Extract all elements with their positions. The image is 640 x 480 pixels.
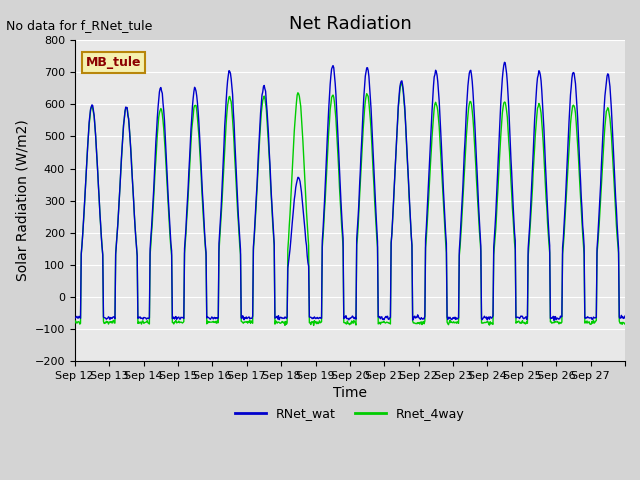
X-axis label: Time: Time [333, 386, 367, 400]
Y-axis label: Solar Radiation (W/m2): Solar Radiation (W/m2) [15, 120, 29, 281]
Title: Net Radiation: Net Radiation [289, 15, 412, 33]
Text: No data for f_RNet_tule: No data for f_RNet_tule [6, 19, 153, 32]
Text: MB_tule: MB_tule [86, 56, 141, 69]
Legend: RNet_wat, Rnet_4way: RNet_wat, Rnet_4way [230, 403, 470, 425]
